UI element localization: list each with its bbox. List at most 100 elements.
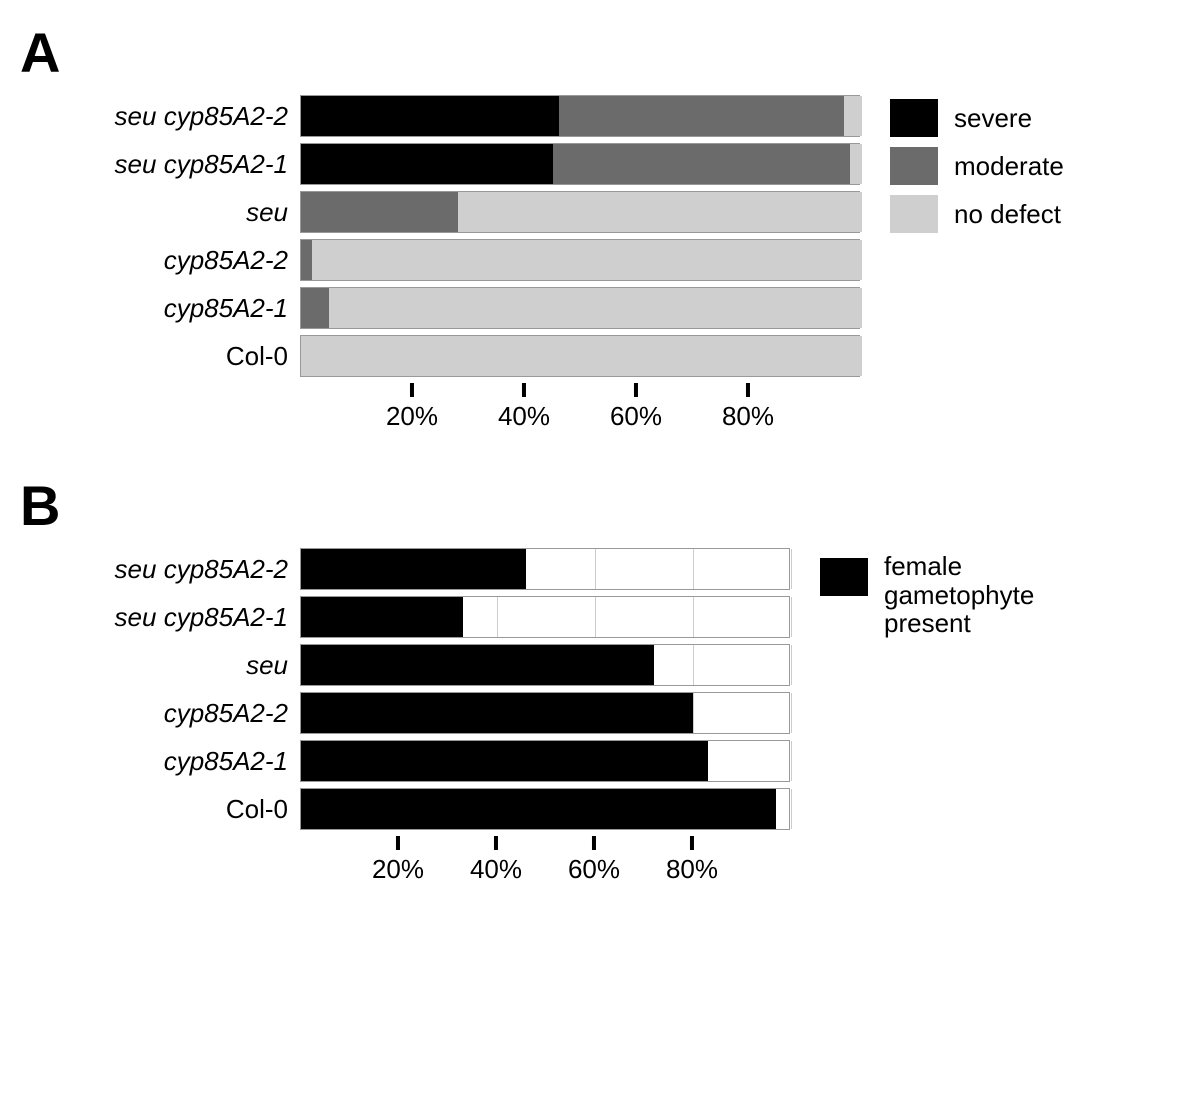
bar-segment bbox=[301, 741, 708, 781]
bar-segment bbox=[301, 693, 693, 733]
category-label: cyp85A2-2 bbox=[20, 698, 300, 729]
bar-segment bbox=[301, 549, 526, 589]
legend-item: female gametophyte present bbox=[820, 552, 1034, 638]
panel-a: A seu cyp85A2-2 seu cyp85A2-1 seu cyp85A2-2… bbox=[20, 20, 1180, 433]
gridline bbox=[861, 144, 862, 184]
category-label: seu bbox=[20, 650, 300, 681]
gridline bbox=[791, 741, 792, 781]
gridline bbox=[693, 645, 694, 685]
panel-a-chart-area: seu cyp85A2-2 seu cyp85A2-1 seu cyp85A2-2 cy… bbox=[20, 95, 860, 433]
x-tick: 40% bbox=[498, 383, 550, 432]
tick-label: 80% bbox=[666, 854, 718, 885]
bar-row: seu cyp85A2-1 bbox=[20, 143, 860, 185]
gridline bbox=[861, 336, 862, 376]
category-label: cyp85A2-2 bbox=[20, 245, 300, 276]
legend-swatch bbox=[890, 99, 938, 137]
bar-row: Col-0 bbox=[20, 788, 790, 830]
bar-segment-no_defect bbox=[312, 240, 861, 280]
gridline bbox=[791, 789, 792, 829]
panel-b-chart: seu cyp85A2-2 seu cyp85A2-1 seu cyp85A2-2 cy… bbox=[20, 548, 1180, 886]
category-label: cyp85A2-1 bbox=[20, 293, 300, 324]
panel-b-ticks: 20% 40% 60% 80% bbox=[300, 836, 790, 886]
bar-track bbox=[300, 143, 860, 185]
bar-row: seu bbox=[20, 191, 860, 233]
panel-a-label: A bbox=[20, 20, 1180, 85]
bar-track bbox=[300, 596, 790, 638]
category-label: seu cyp85A2-1 bbox=[20, 149, 300, 180]
panel-b-bars: seu cyp85A2-2 seu cyp85A2-1 seu cyp85A2-2 cy… bbox=[20, 548, 790, 836]
tick-label: 20% bbox=[386, 401, 438, 432]
legend-label: severe bbox=[954, 104, 1032, 133]
gridline bbox=[693, 597, 694, 637]
bar-segment-moderate bbox=[301, 240, 312, 280]
legend-label: moderate bbox=[954, 152, 1064, 181]
bar-segment-no_defect bbox=[850, 144, 861, 184]
category-label: seu cyp85A2-2 bbox=[20, 101, 300, 132]
gridline bbox=[791, 693, 792, 733]
gridline bbox=[791, 549, 792, 589]
legend-swatch bbox=[890, 195, 938, 233]
legend-item: no defect bbox=[890, 195, 1064, 233]
tick-mark bbox=[494, 836, 498, 850]
bar-segment bbox=[301, 645, 654, 685]
gridline bbox=[861, 240, 862, 280]
bar-segment-no_defect bbox=[301, 336, 861, 376]
bar-row: Col-0 bbox=[20, 335, 860, 377]
x-tick: 20% bbox=[372, 836, 424, 885]
tick-mark bbox=[410, 383, 414, 397]
bar-segment-moderate bbox=[301, 192, 458, 232]
x-tick: 20% bbox=[386, 383, 438, 432]
bar-row: cyp85A2-1 bbox=[20, 740, 790, 782]
tick-mark bbox=[690, 836, 694, 850]
bar-row: seu bbox=[20, 644, 790, 686]
bar-track bbox=[300, 239, 860, 281]
bar-track bbox=[300, 335, 860, 377]
bar-track bbox=[300, 287, 860, 329]
bar-segment bbox=[301, 597, 463, 637]
bar-track bbox=[300, 191, 860, 233]
bar-row: cyp85A2-2 bbox=[20, 239, 860, 281]
tick-label: 40% bbox=[498, 401, 550, 432]
gridline bbox=[595, 549, 596, 589]
gridline bbox=[497, 597, 498, 637]
bar-track bbox=[300, 692, 790, 734]
legend-swatch bbox=[890, 147, 938, 185]
legend-item: moderate bbox=[890, 147, 1064, 185]
panel-a-ticks: 20% 40% 60% 80% bbox=[300, 383, 860, 433]
panel-b: B seu cyp85A2-2seu cyp85A2-1seucyp85A2-2… bbox=[20, 473, 1180, 886]
tick-mark bbox=[634, 383, 638, 397]
category-label: cyp85A2-1 bbox=[20, 746, 300, 777]
bar-segment-no_defect bbox=[844, 96, 861, 136]
tick-label: 40% bbox=[470, 854, 522, 885]
gridline bbox=[791, 597, 792, 637]
bar-track bbox=[300, 548, 790, 590]
tick-label: 60% bbox=[610, 401, 662, 432]
bar-segment-moderate bbox=[301, 288, 329, 328]
tick-label: 20% bbox=[372, 854, 424, 885]
legend-item: severe bbox=[890, 99, 1064, 137]
x-tick: 60% bbox=[568, 836, 620, 885]
bar-row: seu cyp85A2-2 bbox=[20, 548, 790, 590]
bar-track bbox=[300, 740, 790, 782]
bar-row: seu cyp85A2-1 bbox=[20, 596, 790, 638]
gridline bbox=[693, 693, 694, 733]
tick-mark bbox=[746, 383, 750, 397]
bar-segment-no_defect bbox=[458, 192, 861, 232]
bar-segment-severe bbox=[301, 96, 559, 136]
panel-b-legend: female gametophyte present bbox=[820, 552, 1034, 648]
tick-mark bbox=[396, 836, 400, 850]
x-tick: 60% bbox=[610, 383, 662, 432]
legend-label: female gametophyte present bbox=[884, 552, 1034, 638]
gridline bbox=[861, 288, 862, 328]
category-label: Col-0 bbox=[20, 341, 300, 372]
legend-label: no defect bbox=[954, 200, 1061, 229]
tick-label: 80% bbox=[722, 401, 774, 432]
x-tick: 80% bbox=[666, 836, 718, 885]
category-label: seu cyp85A2-1 bbox=[20, 602, 300, 633]
panel-b-chart-area: seu cyp85A2-2 seu cyp85A2-1 seu cyp85A2-2 cy… bbox=[20, 548, 790, 886]
bar-track bbox=[300, 788, 790, 830]
x-tick: 80% bbox=[722, 383, 774, 432]
category-label: Col-0 bbox=[20, 794, 300, 825]
gridline bbox=[595, 597, 596, 637]
gridline bbox=[861, 192, 862, 232]
